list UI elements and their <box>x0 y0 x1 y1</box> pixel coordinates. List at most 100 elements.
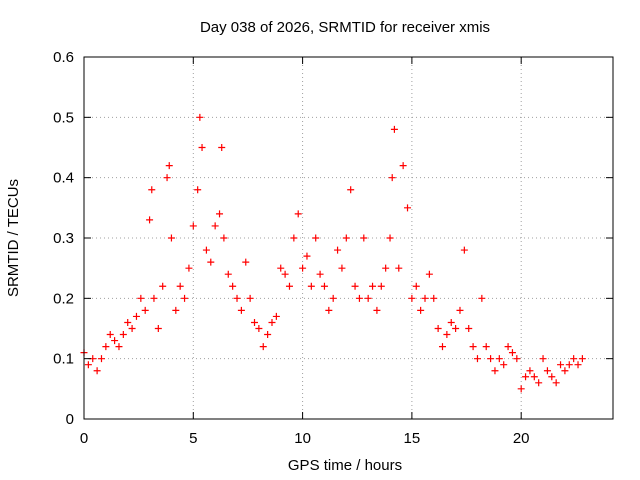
x-tick-label: 0 <box>80 430 88 447</box>
data-point: 20.2 h, 0.07 <box>522 373 530 381</box>
data-point: 12.6 h, 0.2 <box>355 294 363 302</box>
chart-title: Day 038 of 2026, SRMTID for receiver xmi… <box>200 19 490 36</box>
data-point: 4 h, 0.3 <box>167 234 175 242</box>
data-point: 0.6 h, 0.08 <box>93 367 101 375</box>
data-point: 6.2 h, 0.34 <box>216 210 224 218</box>
data-point: 19.6 h, 0.11 <box>508 349 516 357</box>
data-point: 14 h, 0.3 <box>386 234 394 242</box>
x-tick-label: 5 <box>189 430 197 447</box>
data-point: 20.8 h, 0.06 <box>535 379 543 387</box>
data-point: 3.9 h, 0.42 <box>165 162 173 170</box>
y-tick-label: 0 <box>66 411 74 428</box>
y-tick-label: 0.2 <box>53 290 74 307</box>
data-point: 1.6 h, 0.12 <box>115 343 123 351</box>
data-point: 2.6 h, 0.2 <box>137 294 145 302</box>
data-point: 22.8 h, 0.1 <box>578 355 586 363</box>
y-tick-label: 0.3 <box>53 230 74 247</box>
y-tick-label: 0.6 <box>53 49 74 66</box>
data-point: 12 h, 0.3 <box>342 234 350 242</box>
data-point: 16.2 h, 0.15 <box>434 325 442 332</box>
x-tick-label: 15 <box>404 430 421 447</box>
data-point: 8 h, 0.15 <box>255 325 263 332</box>
data-point: 11 h, 0.22 <box>320 282 328 290</box>
data-point: 18.6 h, 0.1 <box>487 355 495 363</box>
data-point: 11.4 h, 0.2 <box>329 294 337 302</box>
data-point: 9.4 h, 0.22 <box>285 282 293 290</box>
data-point: 14.1 h, 0.4 <box>388 174 396 182</box>
data-point: 5.2 h, 0.38 <box>194 186 202 194</box>
data-point: 9.6 h, 0.3 <box>290 234 298 242</box>
data-point: 0.8 h, 0.1 <box>97 355 105 363</box>
data-point: 5.8 h, 0.26 <box>207 258 215 266</box>
data-point: 2 h, 0.16 <box>124 318 132 326</box>
data-point: 15.4 h, 0.18 <box>417 306 425 314</box>
data-point: 8.8 h, 0.17 <box>272 312 280 320</box>
data-point: 3.6 h, 0.22 <box>159 282 167 290</box>
data-point: 6.3 h, 0.45 <box>218 144 226 151</box>
data-point: 14.6 h, 0.42 <box>399 162 407 170</box>
data-point: 19 h, 0.1 <box>495 355 503 363</box>
data-point: 16.6 h, 0.14 <box>443 331 451 339</box>
data-point: 3 h, 0.33 <box>146 216 154 224</box>
data-point: 4.2 h, 0.18 <box>172 306 180 314</box>
data-point: 4.6 h, 0.2 <box>181 294 189 302</box>
data-point: 1.8 h, 0.14 <box>119 331 127 339</box>
data-point: 8.6 h, 0.16 <box>268 318 276 326</box>
data-point: 13.6 h, 0.22 <box>377 282 385 290</box>
data-point: 6.4 h, 0.3 <box>220 234 228 242</box>
data-point: 17.6 h, 0.15 <box>465 325 473 332</box>
data-point: 6.8 h, 0.22 <box>229 282 237 290</box>
data-point: 12.8 h, 0.3 <box>360 234 368 242</box>
data-point: 2.4 h, 0.17 <box>132 312 140 320</box>
data-point: 7 h, 0.2 <box>233 294 241 302</box>
data-point: 7.6 h, 0.2 <box>246 294 254 302</box>
data-point: 17.2 h, 0.18 <box>456 306 464 314</box>
data-point: 20.4 h, 0.08 <box>526 367 534 375</box>
data-point: 9.8 h, 0.34 <box>294 210 302 218</box>
data-point: 4.8 h, 0.25 <box>185 264 193 272</box>
data-point: 13.2 h, 0.22 <box>369 282 377 290</box>
y-tick-label: 0.4 <box>53 170 74 187</box>
axis-ticks: 0 0.1 0.2 0.3 0.4 0.5 0.6 0 5 10 15 20 <box>53 49 613 447</box>
data-point: 11.8 h, 0.25 <box>338 264 346 272</box>
data-point: 22.2 h, 0.09 <box>565 361 573 369</box>
data-point: 20 h, 0.05 <box>517 385 525 393</box>
data-point: 2.2 h, 0.15 <box>128 325 136 332</box>
data-point: 16.8 h, 0.16 <box>447 318 455 326</box>
data-point: 18.8 h, 0.08 <box>491 367 499 375</box>
data-point: 7.2 h, 0.18 <box>237 306 245 314</box>
data-point: 14.8 h, 0.35 <box>404 204 412 212</box>
data-point: 11.2 h, 0.18 <box>325 306 333 314</box>
data-point: 13.8 h, 0.25 <box>382 264 390 272</box>
data-point: 13 h, 0.2 <box>364 294 372 302</box>
data-point: 15.8 h, 0.24 <box>425 270 433 278</box>
data-point: 9.2 h, 0.24 <box>281 270 289 278</box>
data-point: 5 h, 0.32 <box>189 222 197 230</box>
data-point: 2.8 h, 0.18 <box>141 306 149 314</box>
data-point: 10.6 h, 0.3 <box>312 234 320 242</box>
data-point: 20.6 h, 0.07 <box>530 373 538 381</box>
data-point: 5.4 h, 0.45 <box>198 144 206 151</box>
data-point: 5.6 h, 0.28 <box>202 246 210 254</box>
data-point: 8.2 h, 0.12 <box>259 343 267 351</box>
data-point: 7.8 h, 0.16 <box>251 318 259 326</box>
data-point: 21 h, 0.1 <box>539 355 547 363</box>
data-point: 3.1 h, 0.38 <box>148 186 156 194</box>
data-point: 17.4 h, 0.28 <box>460 246 468 254</box>
data-point: 10.4 h, 0.22 <box>307 282 315 290</box>
data-point: 22.6 h, 0.09 <box>574 361 582 369</box>
data-point: 7.4 h, 0.26 <box>242 258 250 266</box>
data-points: 0 h, 0.110.2 h, 0.090.4 h, 0.10.6 h, 0.0… <box>80 113 586 393</box>
data-point: 15.2 h, 0.22 <box>412 282 420 290</box>
data-point: 1.2 h, 0.14 <box>106 331 114 339</box>
data-point: 3.2 h, 0.2 <box>150 294 158 302</box>
data-point: 12.4 h, 0.22 <box>351 282 359 290</box>
series-srmtid: 0 h, 0.110.2 h, 0.090.4 h, 0.10.6 h, 0.0… <box>80 113 586 393</box>
data-point: 10 h, 0.25 <box>299 264 307 272</box>
data-point: 21.4 h, 0.07 <box>548 373 556 381</box>
data-point: 5.3 h, 0.5 <box>196 113 204 121</box>
data-point: 21.2 h, 0.08 <box>543 367 551 375</box>
data-point: 18 h, 0.1 <box>473 355 481 363</box>
data-point: 17 h, 0.15 <box>452 325 460 332</box>
data-point: 21.6 h, 0.06 <box>552 379 560 387</box>
